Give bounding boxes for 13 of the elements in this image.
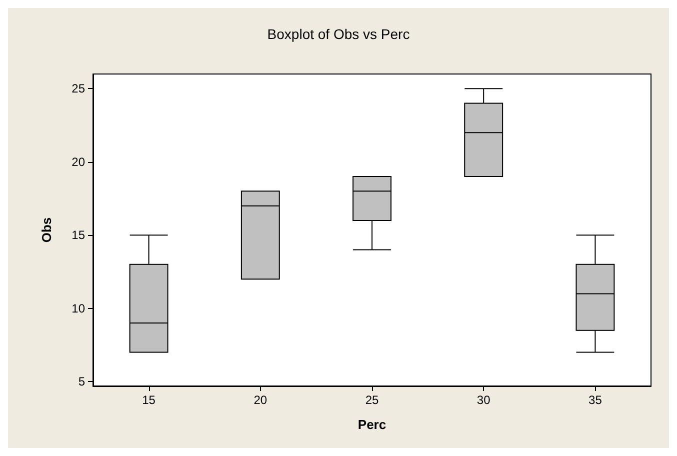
y-tick-label: 15	[72, 228, 86, 242]
x-tick-label: 20	[254, 393, 268, 407]
y-tick-label: 25	[72, 82, 86, 96]
x-tick-label: 15	[142, 393, 156, 407]
y-tick-label: 10	[72, 301, 86, 316]
x-tick-label: 35	[588, 393, 602, 407]
x-axis-title: Perc	[358, 417, 386, 432]
x-tick-label: 30	[476, 393, 491, 407]
y-tick-label: 5	[78, 374, 86, 389]
chart-title: Boxplot of Obs vs Perc	[267, 26, 410, 42]
x-tick-label: 25	[365, 393, 379, 407]
y-tick-label: 20	[72, 154, 86, 169]
y-axis-title: Obs	[39, 217, 54, 243]
